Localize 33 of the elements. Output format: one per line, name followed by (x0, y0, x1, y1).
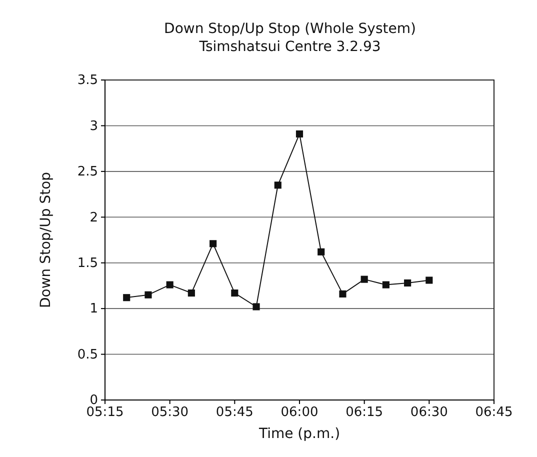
point (188, 289, 195, 297)
y-tick-label: 0.5 (77, 347, 98, 362)
point (426, 276, 433, 284)
point (166, 281, 174, 288)
chart-title: Down Stop/Up Stop (Whole System) (164, 21, 416, 37)
x-axis-title: Time (p.m.) (258, 426, 340, 442)
x-tick-label: 06:30 (410, 405, 448, 420)
point (210, 240, 217, 248)
x-tick-label: 05:30 (151, 405, 189, 420)
point (274, 182, 282, 189)
x-tick-label: 06:45 (475, 405, 513, 420)
y-tick-label: 1 (90, 302, 98, 317)
point (231, 289, 238, 297)
point (360, 276, 368, 283)
point (123, 294, 130, 302)
point (144, 291, 152, 298)
point (404, 279, 412, 287)
y-tick-label: 3.5 (77, 73, 98, 88)
point (382, 281, 390, 288)
point (339, 290, 346, 298)
x-tick-label: 05:45 (216, 405, 254, 420)
point (318, 248, 325, 256)
point (252, 303, 260, 310)
y-tick-label: 3 (90, 118, 98, 134)
point (296, 130, 304, 138)
y-tick-label: 2.5 (77, 164, 98, 180)
y-tick-label: 2 (90, 210, 98, 226)
x-tick-label: 06:15 (346, 405, 384, 420)
y-axis-title: Down Stop/Up Stop (38, 172, 54, 308)
chart-subtitle: Tsimshatsui Centre 3.2.93 (198, 39, 381, 55)
x-tick-label: 06:00 (280, 405, 318, 420)
x-tick-label: 05:15 (86, 405, 124, 420)
y-tick-label: 1.5 (77, 256, 98, 272)
